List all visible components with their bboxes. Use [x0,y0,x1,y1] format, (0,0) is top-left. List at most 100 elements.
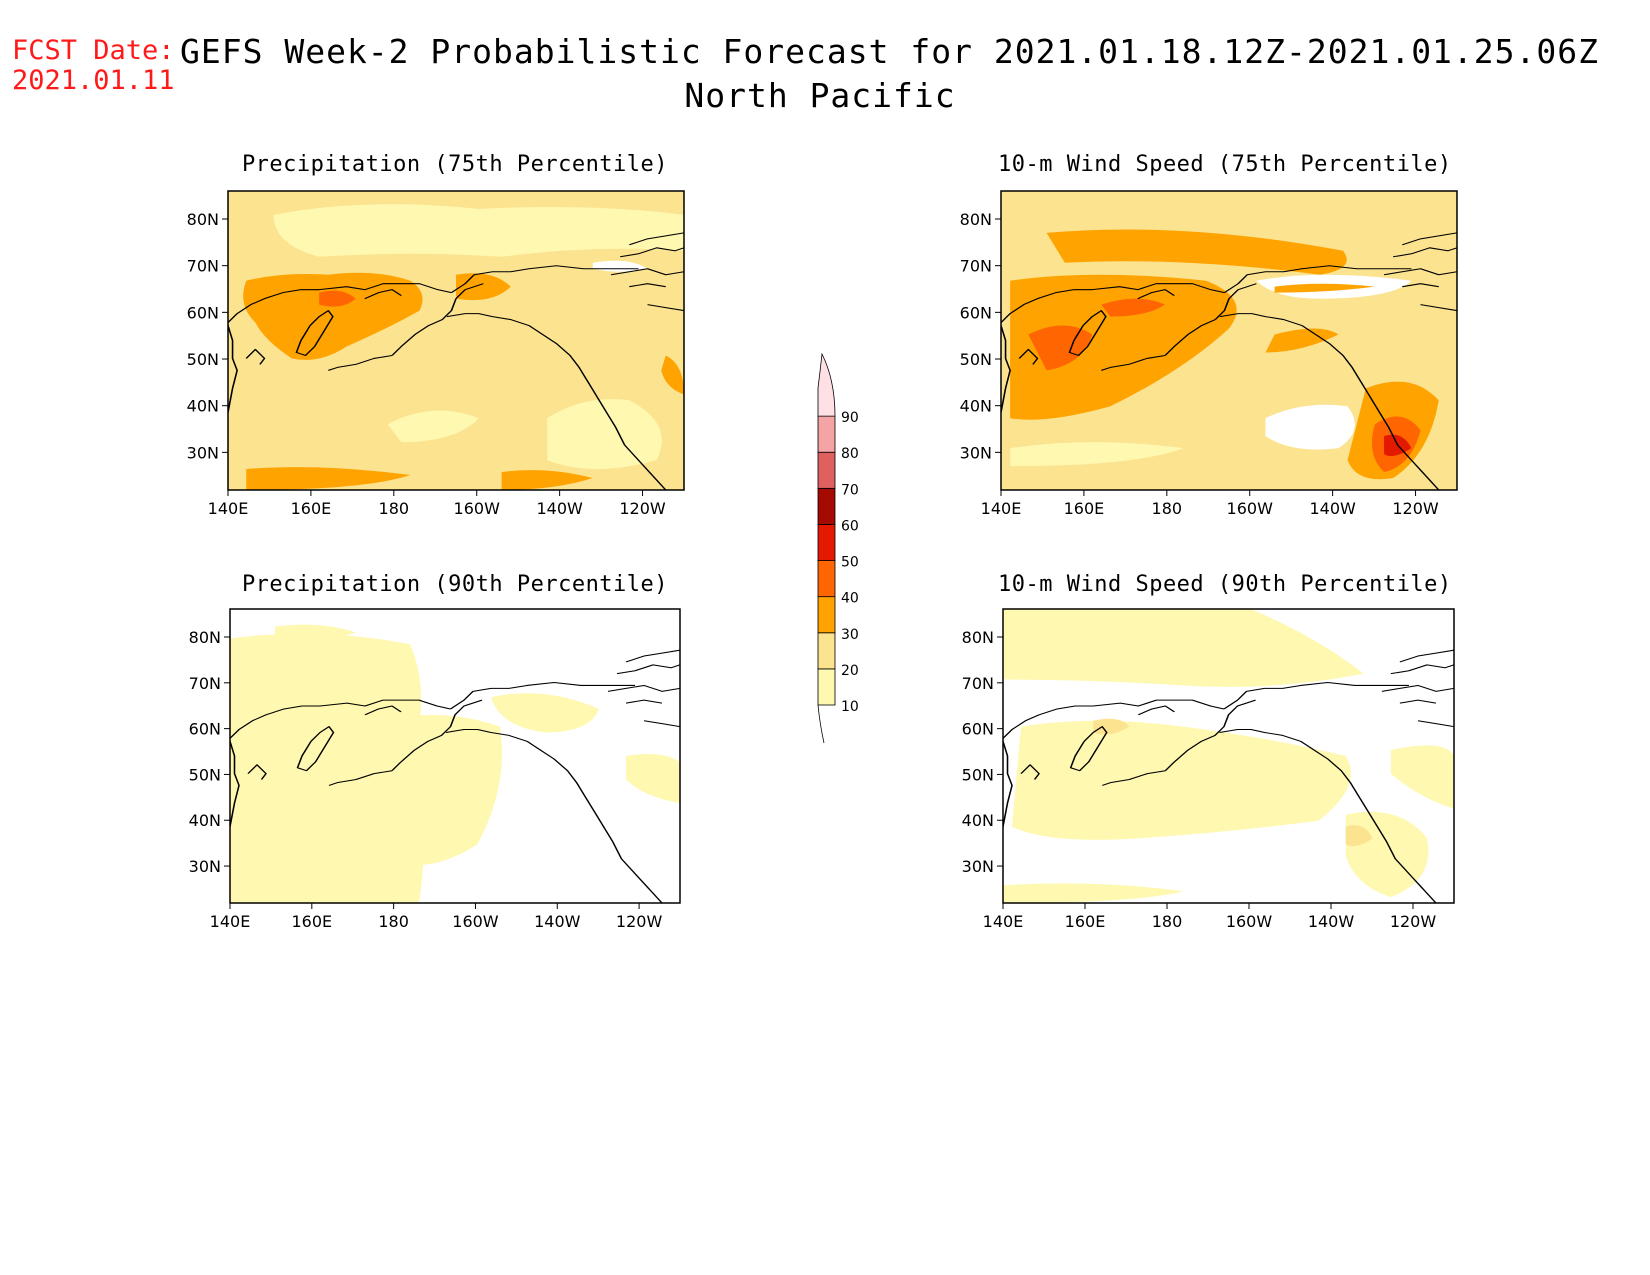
probability-contour [273,204,684,257]
legend-level-label: 10 [841,699,859,715]
figure-subtitle: North Pacific [684,76,956,115]
legend-level-label: 70 [841,482,859,498]
lat-tick-label: 60N [189,720,221,739]
lon-tick-label: 120W [1390,912,1437,931]
map-panel-wind75: 140E 160E 180 160W 140W 120W 80N 70N 60N 50N 40N 30… [960,190,1458,518]
lon-tick-label: 160W [1227,499,1274,518]
lat-tick-label: 50N [960,350,992,369]
lat-tick-label: 30N [960,443,992,462]
lat-tick-label: 40N [962,811,994,830]
forecast-date-label: FCST Date: 2021.01.11 [12,36,175,96]
lat-tick-label: 80N [187,210,219,229]
map-panel-precip75: 140E 160E 180 160W 140W 120W 80N 70N 60N 50N 40N 30… [187,190,685,518]
legend-level-label: 30 [841,627,859,643]
color-legend: 10 20 30 40 50 60 70 80 90 [817,352,859,744]
lon-tick-label: 180 [1152,912,1183,931]
legend-swatch [817,560,836,598]
lat-tick-label: 80N [189,628,221,647]
probability-contour [1010,274,1237,420]
probability-contour [275,624,356,641]
lat-tick-label: 80N [960,210,992,229]
lon-tick-label: 140E [208,499,249,518]
probability-contour [1003,883,1184,903]
legend-level-label: 20 [841,663,859,679]
map-frame [1000,190,1458,491]
lon-tick-label: 120W [1392,499,1439,518]
legend-level-label: 40 [841,591,859,607]
probability-contour [1390,745,1454,809]
panel-title-precip75: Precipitation (75th Percentile) [241,152,669,177]
lat-tick-label: 30N [189,857,221,876]
probability-contour [1265,404,1355,450]
legend-swatch [817,352,836,417]
lon-tick-label: 140W [1308,912,1355,931]
lat-tick-label: 50N [187,350,219,369]
lon-tick-label: 180 [379,499,410,518]
legend-level-label: 50 [841,555,859,571]
probability-contour [547,399,662,470]
lon-tick-label: 160W [452,912,499,931]
legend-swatch [817,415,836,453]
lon-tick-label: 140W [536,499,583,518]
lat-tick-label: 70N [189,674,221,693]
panel-title-wind90: 10-m Wind Speed (90th Percentile) [998,572,1452,597]
probability-contour [387,410,479,443]
lon-tick-label: 160W [454,499,501,518]
lat-tick-label: 50N [962,765,994,784]
lon-tick-label: 180 [1152,499,1183,518]
probability-contour [1345,825,1373,847]
legend-level-label: 80 [841,446,859,462]
lat-tick-label: 80N [962,628,994,647]
probability-contour [1046,229,1347,275]
lon-tick-label: 160W [1226,912,1273,931]
legend-swatch [817,451,836,489]
lon-tick-label: 160E [291,499,332,518]
lat-tick-label: 50N [189,765,221,784]
lon-tick-label: 160E [291,912,332,931]
lon-tick-label: 140E [210,912,251,931]
probability-contour [1010,442,1184,467]
lat-tick-label: 70N [962,674,994,693]
fcst-date-caption: FCST Date: [12,35,175,66]
lat-tick-label: 40N [187,397,219,416]
legend-swatch [817,596,836,634]
lon-tick-label: 140E [981,499,1022,518]
lat-tick-label: 30N [962,857,994,876]
legend-swatch [817,668,836,706]
lat-tick-label: 70N [187,257,219,276]
probability-contour [1274,283,1375,293]
probability-contour [501,470,593,490]
probability-contour [354,714,502,866]
legend-swatch [817,524,836,561]
panel-title-wind75: 10-m Wind Speed (75th Percentile) [998,152,1452,177]
lat-tick-label: 40N [189,811,221,830]
map-frame [229,608,681,904]
probability-contour [661,355,684,395]
lat-tick-label: 60N [962,720,994,739]
fcst-date-value: 2021.01.11 [12,65,175,96]
legend-level-label: 90 [841,410,859,426]
map-frame [1002,608,1455,904]
legend-swatch [817,632,836,670]
lat-tick-label: 40N [960,397,992,416]
probability-contour [1265,328,1339,353]
lon-tick-label: 160E [1065,912,1106,931]
lat-tick-label: 70N [960,257,992,276]
probability-contour [1101,298,1166,317]
figure-title-block: GEFS Week-2 Probabilistic Forecast for 2… [180,30,1598,118]
probability-contour [626,754,680,804]
lat-tick-label: 60N [187,303,219,322]
lon-tick-label: 120W [616,912,663,931]
probability-contour [319,290,356,307]
panel-title-precip90: Precipitation (90th Percentile) [241,572,669,597]
legend-swatch [817,487,836,525]
lon-tick-label: 140W [1309,499,1356,518]
lon-tick-label: 140E [983,912,1024,931]
lon-tick-label: 120W [619,499,666,518]
legend-tail [817,704,825,744]
probability-contour [1003,609,1364,687]
map-frame [227,190,685,491]
legend-level-label: 60 [841,518,859,534]
probability-contour [246,467,411,490]
